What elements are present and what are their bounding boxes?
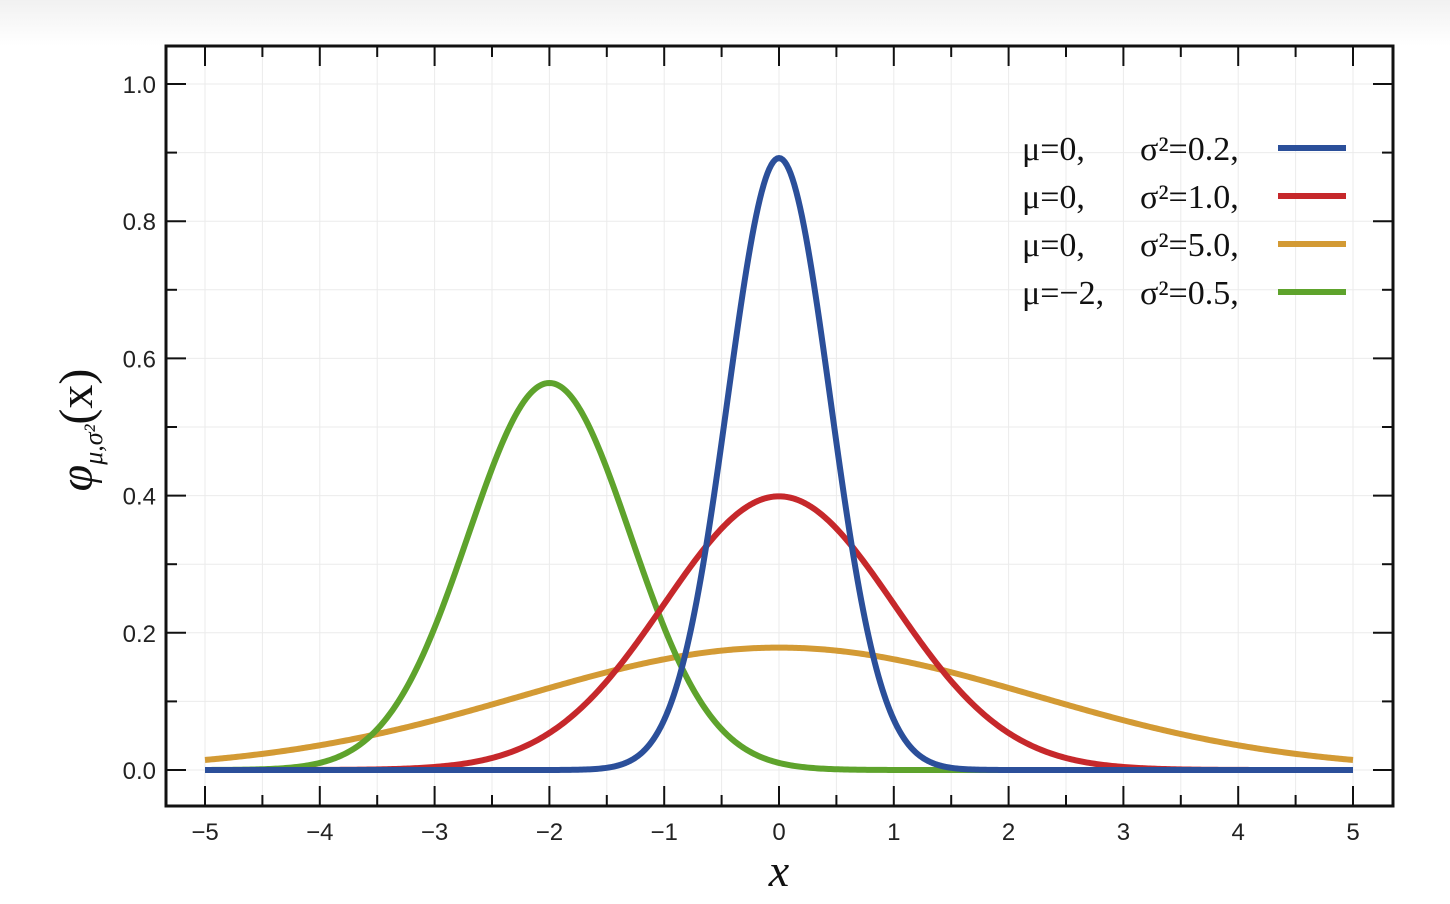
x-tick-label: 2 [1002,819,1015,846]
series-line-2 [203,644,1355,763]
axis-ticks [166,46,1393,806]
legend-sigma-label: σ²=0.2, [1140,131,1239,168]
x-tick-label: 4 [1232,819,1245,846]
legend: μ=0, σ²=0.2, μ=0, σ²=1.0, μ=0, σ²=5.0, μ=−2, σ²… [1022,131,1346,312]
legend-entry-2: μ=0, σ²=5.0, [1022,227,1346,264]
x-tick-label: 1 [887,819,900,846]
window-top-bar [0,0,1450,46]
x-tick-label: −5 [191,819,218,846]
legend-entry-0: μ=0, σ²=0.2, [1022,131,1346,168]
y-axis-title-main: φ [50,465,103,492]
legend-sigma-label: σ²=0.5, [1140,275,1239,312]
y-axis-title-arg: (x) [50,369,103,425]
y-axis-title: φμ,σ²(x) [50,369,108,492]
tick-labels: −5 −4 −3 −2 −1 0 1 2 3 4 5 0.0 0.2 0.4 0.6 0.8 1.0 [123,72,1360,846]
legend-entry-3: μ=−2, σ²=0.5, [1022,275,1346,312]
x-tick-label: 0 [772,819,785,846]
x-tick-label: 3 [1117,819,1130,846]
x-tick-label: 5 [1346,819,1359,846]
curves [203,155,1355,773]
y-axis-title-subscript: μ,σ² [79,423,108,465]
series-line-0 [203,155,1355,773]
x-tick-label: −3 [421,819,448,846]
legend-entry-1: μ=0, σ²=1.0, [1022,179,1346,216]
x-tick-label: −1 [651,819,678,846]
y-tick-label: 0.4 [123,484,156,511]
y-tick-label: 0.2 [123,621,156,648]
x-tick-label: −4 [306,819,333,846]
legend-sigma-label: σ²=5.0, [1140,227,1239,264]
y-tick-label: 0.6 [123,346,156,373]
x-axis-title: x [768,845,790,896]
legend-mu-label: μ=0, [1022,131,1085,168]
y-tick-label: 0.0 [123,758,156,785]
legend-mu-label: μ=−2, [1022,275,1104,312]
legend-mu-label: μ=0, [1022,227,1085,264]
svg-text:φμ,σ²(x): φμ,σ²(x) [50,369,108,492]
y-tick-label: 0.8 [123,209,156,236]
legend-sigma-label: σ²=1.0, [1140,179,1239,216]
legend-mu-label: μ=0, [1022,179,1085,216]
y-tick-label: 1.0 [123,72,156,99]
x-tick-label: −2 [536,819,563,846]
